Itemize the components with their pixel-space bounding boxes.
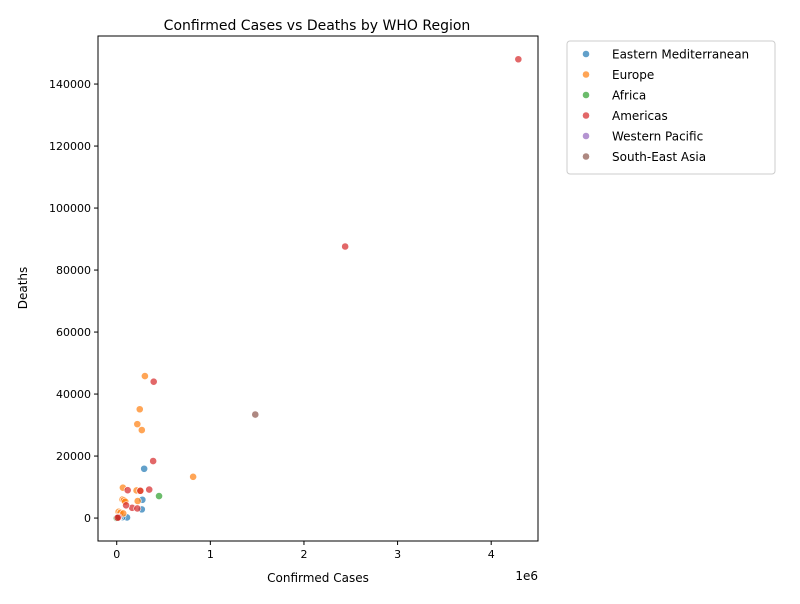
- data-point: [133, 504, 142, 513]
- data-point: [251, 410, 260, 419]
- y-tick-label: 120000: [49, 140, 91, 153]
- plot-area: [112, 55, 523, 522]
- x-axis-offset-label: 1e6: [515, 569, 538, 583]
- x-tick-label: 2: [300, 548, 307, 561]
- legend: Eastern Mediterranean Europe Africa America…: [566, 40, 776, 175]
- y-axis-ticks: 0 20000 40000 60000 80000 100000 120000 140000: [49, 78, 98, 525]
- y-tick-label: 20000: [56, 450, 91, 463]
- plot-frame: [97, 35, 539, 542]
- data-point: [189, 472, 198, 481]
- y-axis-label: Deaths: [16, 267, 30, 310]
- legend-label: Africa: [612, 89, 646, 103]
- y-tick-label: 140000: [49, 78, 91, 91]
- legend-label: Americas: [612, 109, 668, 123]
- data-point: [145, 485, 154, 494]
- y-tick-label: 40000: [56, 388, 91, 401]
- data-point: [149, 457, 158, 465]
- y-tick-label: 60000: [56, 326, 91, 339]
- x-axis-label: Confirmed Cases: [267, 571, 369, 585]
- data-point: [149, 377, 158, 386]
- x-tick-label: 4: [488, 548, 495, 561]
- data-point: [140, 464, 149, 473]
- data-point: [514, 55, 523, 64]
- data-point: [133, 497, 142, 505]
- axes: [97, 35, 539, 542]
- legend-label: Eastern Mediterranean: [612, 48, 749, 62]
- data-point: [341, 242, 350, 251]
- series-3: [113, 55, 523, 522]
- legend-label: Europe: [612, 68, 654, 82]
- x-tick-label: 0: [113, 548, 120, 561]
- data-point: [123, 486, 132, 495]
- legend-marker: [582, 50, 590, 58]
- legend-frame: [566, 40, 776, 175]
- x-tick-label: 3: [394, 548, 401, 561]
- legend-marker: [582, 132, 590, 140]
- data-point: [133, 420, 142, 429]
- data-point: [113, 513, 122, 522]
- y-tick-label: 80000: [56, 264, 91, 277]
- series-1: [113, 372, 198, 522]
- legend-marker: [582, 152, 590, 161]
- y-tick-label: 0: [84, 512, 91, 525]
- data-point: [135, 405, 144, 414]
- chart-title: Confirmed Cases vs Deaths by WHO Region: [164, 18, 471, 34]
- x-tick-label: 1: [207, 548, 214, 561]
- data-point: [122, 501, 130, 510]
- x-axis-ticks: 0 1 2 3 4: [113, 541, 495, 561]
- data-point: [155, 492, 163, 500]
- legend-marker: [582, 91, 590, 99]
- data-point: [137, 426, 146, 434]
- data-point: [141, 372, 149, 380]
- legend-marker: [582, 70, 590, 79]
- series-5: [251, 410, 260, 419]
- legend-label: South-East Asia: [612, 150, 706, 164]
- legend-marker: [582, 111, 590, 120]
- y-tick-label: 100000: [49, 202, 91, 215]
- legend-label: Western Pacific: [612, 130, 703, 144]
- data-point: [136, 486, 145, 495]
